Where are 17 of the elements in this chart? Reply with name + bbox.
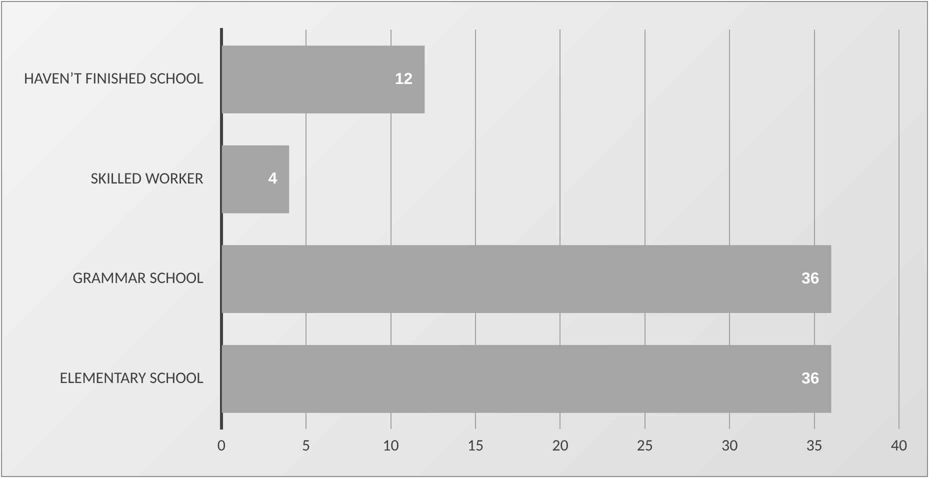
x-tick-label: 30 [721,436,738,456]
y-tick-label: HAVEN’T FINISHED SCHOOL [24,70,204,88]
x-tick-label: 35 [806,436,822,456]
y-tick-label: SKILLED WORKER [90,169,204,188]
x-tick-label: 40 [890,436,908,456]
data-label: 4 [268,170,278,188]
y-tick-label: GRAMMAR SCHOOL [72,269,204,288]
x-tick-label: 0 [217,436,226,456]
x-tick-label: 20 [552,436,568,456]
data-label: 36 [801,370,820,388]
data-label: 36 [801,270,820,288]
y-tick-label: ELEMENTARY SCHOOL [60,368,204,388]
x-tick-label: 5 [302,436,310,456]
data-label: 12 [394,70,413,88]
x-tick-label: 10 [382,436,399,456]
x-tick-label: 15 [467,436,484,456]
x-tick-label: 25 [636,436,653,456]
